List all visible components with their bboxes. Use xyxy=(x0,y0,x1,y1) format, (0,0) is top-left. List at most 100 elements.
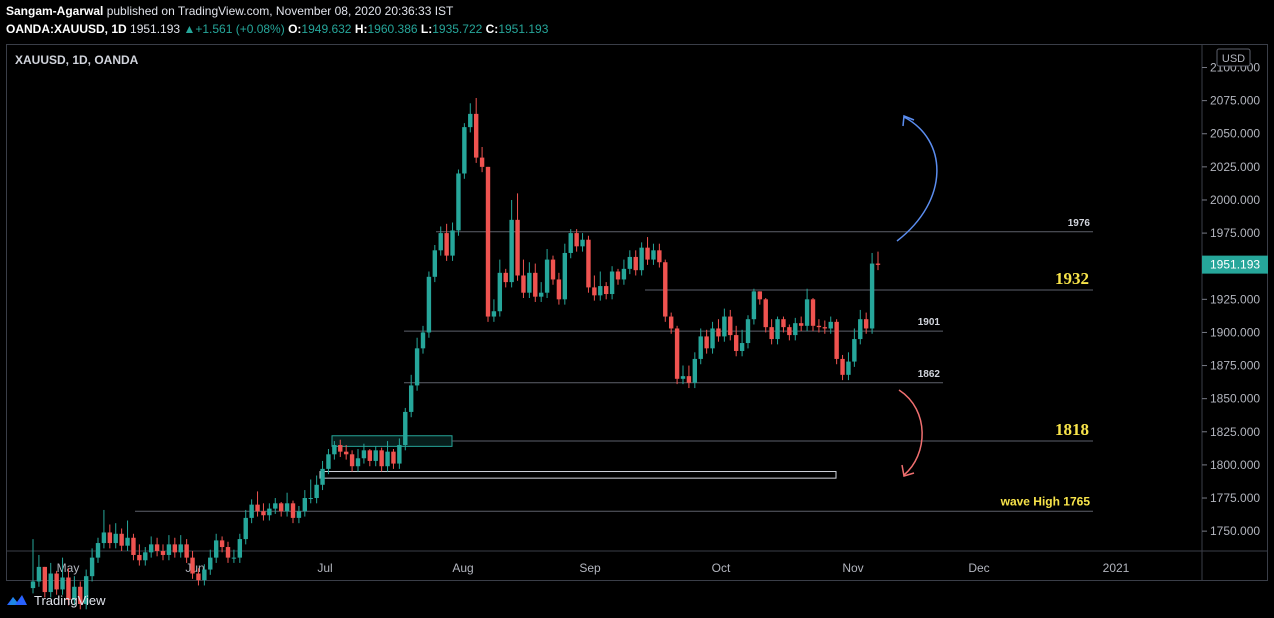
level-label-1932: 1932 xyxy=(1055,269,1089,288)
candle-body xyxy=(101,532,107,544)
last-price-tag xyxy=(1202,255,1268,274)
candle-body xyxy=(290,503,296,518)
candle-body xyxy=(550,259,556,280)
x-tick-label: Aug xyxy=(452,561,473,575)
chart-title: XAUUSD, 1D, OANDA xyxy=(15,53,139,67)
candle-body xyxy=(308,498,313,500)
candle-body xyxy=(521,275,526,293)
y-tick-label: 1850.000 xyxy=(1210,392,1260,406)
candle-body xyxy=(556,279,562,300)
low-label: L: xyxy=(420,22,433,36)
candle-body xyxy=(763,299,768,328)
candle-body xyxy=(491,311,497,317)
candle-body xyxy=(237,539,243,558)
candle-body xyxy=(468,113,473,128)
level-label-1976: 1976 xyxy=(1068,218,1091,229)
candle-body xyxy=(332,445,337,455)
currency-label: USD xyxy=(1222,53,1245,65)
candle-body xyxy=(538,292,544,297)
candle-body xyxy=(385,451,390,467)
y-tick-label: 1875.000 xyxy=(1210,359,1260,373)
candle-body xyxy=(840,358,845,375)
candle-body xyxy=(113,533,118,544)
x-tick-label: Jul xyxy=(317,561,332,575)
y-tick-label: 1825.000 xyxy=(1210,425,1260,439)
candle-body xyxy=(403,411,408,446)
x-tick-label: Jun xyxy=(185,561,204,575)
candle-body xyxy=(745,319,751,344)
last-price-tag-label: 1951.193 xyxy=(1210,258,1260,272)
candle-body xyxy=(243,517,248,540)
candle-body xyxy=(739,343,745,351)
x-tick-label: 2021 xyxy=(1103,561,1130,575)
candle-body xyxy=(527,272,532,293)
candle-body xyxy=(148,544,154,553)
level-label-1862: 1862 xyxy=(918,369,941,380)
footer: TradingView xyxy=(6,591,106,609)
candle-body xyxy=(208,557,213,570)
open-label: O: xyxy=(288,22,302,36)
candle-body xyxy=(615,271,621,280)
author-name[interactable]: Sangam-Agarwal xyxy=(6,4,104,18)
close-label: C: xyxy=(485,22,499,36)
candle-body xyxy=(769,327,774,340)
candle-body xyxy=(420,332,426,349)
candle-body xyxy=(651,250,656,260)
candle-body xyxy=(686,376,692,383)
candle-body xyxy=(160,551,166,555)
candle-body xyxy=(172,544,178,553)
candle-body xyxy=(698,336,703,359)
candle-body xyxy=(804,299,810,326)
currency-badge xyxy=(1216,48,1251,67)
tradingview-logo-icon[interactable] xyxy=(6,593,28,607)
candle-body xyxy=(485,166,491,317)
candle-body xyxy=(574,233,579,247)
candle-body xyxy=(716,328,721,337)
y-tick-label: 1775.000 xyxy=(1210,491,1260,505)
tradingview-brand[interactable]: TradingView xyxy=(34,592,106,608)
candle-body xyxy=(598,286,603,296)
candle-body xyxy=(657,250,662,263)
candle-body xyxy=(267,508,272,516)
candle-body xyxy=(54,573,59,590)
candle-body xyxy=(509,219,514,283)
candle-body xyxy=(633,256,638,271)
y-tick-label: 1975.000 xyxy=(1210,226,1260,240)
candle-body xyxy=(822,327,828,329)
candle-body xyxy=(639,247,644,271)
candle-body xyxy=(834,321,839,359)
y-tick-label: 1750.000 xyxy=(1210,524,1260,538)
candle-body xyxy=(119,533,124,546)
last-price: 1951.193 xyxy=(130,22,181,36)
candle-body xyxy=(621,268,627,280)
candle-body xyxy=(343,451,349,455)
price-change: +1.561 (+0.08%) xyxy=(195,22,285,36)
candle-body xyxy=(875,263,881,265)
candle-body xyxy=(828,321,833,329)
candle-body xyxy=(852,339,857,362)
y-tick-label: 2025.000 xyxy=(1210,160,1260,174)
candle-body xyxy=(60,577,65,590)
candle-body xyxy=(408,385,414,412)
publish-info: Sangam-Agarwal published on TradingView.… xyxy=(6,4,453,18)
chart-frame[interactable] xyxy=(6,44,1268,581)
high-value: 1960.386 xyxy=(367,22,418,36)
candle-body xyxy=(338,445,343,452)
candle-body xyxy=(473,113,479,158)
candle-body xyxy=(781,319,786,328)
candle-body xyxy=(261,511,266,516)
candle-body xyxy=(438,233,443,251)
candle-body xyxy=(166,544,172,555)
candle-body xyxy=(562,252,568,300)
y-tick-label: 1900.000 xyxy=(1210,325,1260,339)
candle-body xyxy=(479,157,485,167)
candle-body xyxy=(503,272,508,283)
candle-body xyxy=(202,569,207,581)
candle-body xyxy=(787,327,792,336)
candle-body xyxy=(255,504,260,512)
candle-body xyxy=(296,511,302,518)
candle-body xyxy=(580,239,585,247)
candle-body xyxy=(603,286,609,295)
y-tick-label: 1800.000 xyxy=(1210,458,1260,472)
